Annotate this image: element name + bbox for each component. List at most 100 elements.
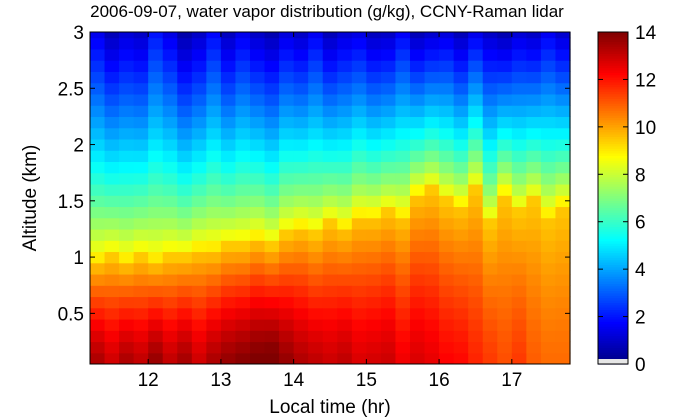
heatmap-cell (453, 172, 469, 185)
heatmap-cell (250, 341, 266, 354)
heatmap-cell (148, 48, 164, 61)
heatmap-cell (235, 82, 251, 95)
heatmap-cell (90, 82, 106, 95)
heatmap-cell (468, 251, 484, 264)
heatmap-cell (540, 285, 557, 298)
heatmap-cell (395, 71, 411, 84)
heatmap-cell (351, 183, 367, 196)
heatmap-cell (308, 105, 324, 117)
heatmap-cell (410, 262, 426, 275)
heatmap-cell (177, 105, 193, 117)
heatmap-cell (395, 352, 411, 365)
heatmap-cell (497, 32, 513, 39)
heatmap-cell (148, 195, 164, 208)
heatmap-cell (308, 251, 324, 264)
heatmap-cell (468, 183, 484, 196)
heatmap-cell (235, 217, 251, 230)
heatmap-cell (235, 307, 251, 320)
heatmap-cell (526, 116, 542, 129)
heatmap-cell (395, 318, 411, 331)
heatmap-cell (133, 150, 149, 163)
heatmap-cell (206, 285, 222, 298)
heatmap-cell (104, 150, 120, 163)
colorbar-segment (598, 39, 628, 43)
heatmap-cell (526, 37, 542, 50)
colorbar-segment (598, 323, 628, 327)
heatmap-cell (162, 93, 178, 106)
heatmap-cell (380, 285, 397, 298)
heatmap-cell (439, 183, 455, 196)
heatmap-cell (511, 60, 527, 72)
heatmap-cell (482, 228, 498, 241)
heatmap-cell (308, 183, 324, 196)
colorbar-segment (598, 309, 628, 313)
heatmap-cell (308, 195, 324, 208)
heatmap-cell (148, 206, 164, 219)
heatmap-cell (322, 116, 338, 129)
heatmap-cell (322, 105, 338, 117)
heatmap-cell (439, 251, 455, 264)
heatmap-cell (162, 285, 178, 298)
heatmap-cell (191, 240, 207, 253)
heatmap-cell (119, 150, 135, 163)
heatmap-cell (497, 318, 513, 331)
heatmap-cell (279, 217, 295, 230)
heatmap-cell (104, 138, 120, 151)
x-tick-label: 15 (356, 370, 377, 391)
heatmap-cell (235, 195, 251, 208)
heatmap-cell (395, 273, 411, 286)
heatmap-cell (424, 341, 440, 354)
heatmap-cell (148, 352, 164, 365)
heatmap-cell (366, 138, 382, 151)
heatmap-cell (453, 285, 469, 298)
heatmap-cell (133, 195, 149, 208)
heatmap-cell (104, 32, 120, 39)
heatmap-cell (264, 105, 280, 117)
heatmap-cell (119, 127, 135, 140)
heatmap-cell (366, 262, 382, 275)
heatmap-cell (380, 105, 397, 117)
heatmap-cell (511, 206, 527, 219)
heatmap-cell (90, 307, 106, 320)
heatmap-cell (482, 150, 498, 163)
heatmap-cell (322, 183, 338, 196)
heatmap-cell (206, 138, 222, 151)
heatmap-cell (395, 183, 411, 196)
colorbar-segment (598, 190, 628, 194)
heatmap-cell (526, 82, 542, 95)
heatmap-cell (279, 206, 295, 219)
heatmap-cell (264, 318, 280, 331)
heatmap-cell (380, 330, 397, 343)
heatmap-cell (250, 228, 266, 241)
colorbar-segment (598, 93, 628, 97)
heatmap-cell (337, 105, 353, 117)
colorbar-segment (598, 84, 628, 88)
heatmap-cell (468, 37, 484, 50)
colorbar-segment (598, 43, 628, 47)
heatmap-cell (191, 105, 207, 117)
heatmap-cell (235, 32, 251, 39)
heatmap-cell (468, 138, 484, 151)
heatmap-cell (293, 273, 309, 286)
heatmap-cell (133, 217, 149, 230)
heatmap-cell (555, 273, 571, 286)
heatmap-cell (235, 71, 251, 84)
heatmap-cell (206, 71, 222, 84)
colorbar-segment (598, 34, 628, 38)
heatmap-cell (439, 116, 455, 129)
heatmap-cell (119, 93, 135, 106)
heatmap-cell (366, 161, 382, 174)
heatmap-cell (439, 82, 455, 95)
heatmap-cell (264, 32, 280, 39)
heatmap-cell (148, 138, 164, 151)
heatmap-cell (351, 32, 367, 39)
heatmap-cell (293, 172, 309, 185)
heatmap-cell (104, 228, 120, 241)
heatmap-cell (453, 183, 469, 196)
colorbar-segment (598, 50, 628, 54)
colorbar-segment (598, 103, 628, 107)
x-axis-ticks: 12 13 14 15 16 17 (138, 32, 522, 391)
heatmap-cell (526, 32, 542, 39)
heatmap-cell (264, 352, 280, 365)
heatmap-cell (453, 127, 469, 140)
